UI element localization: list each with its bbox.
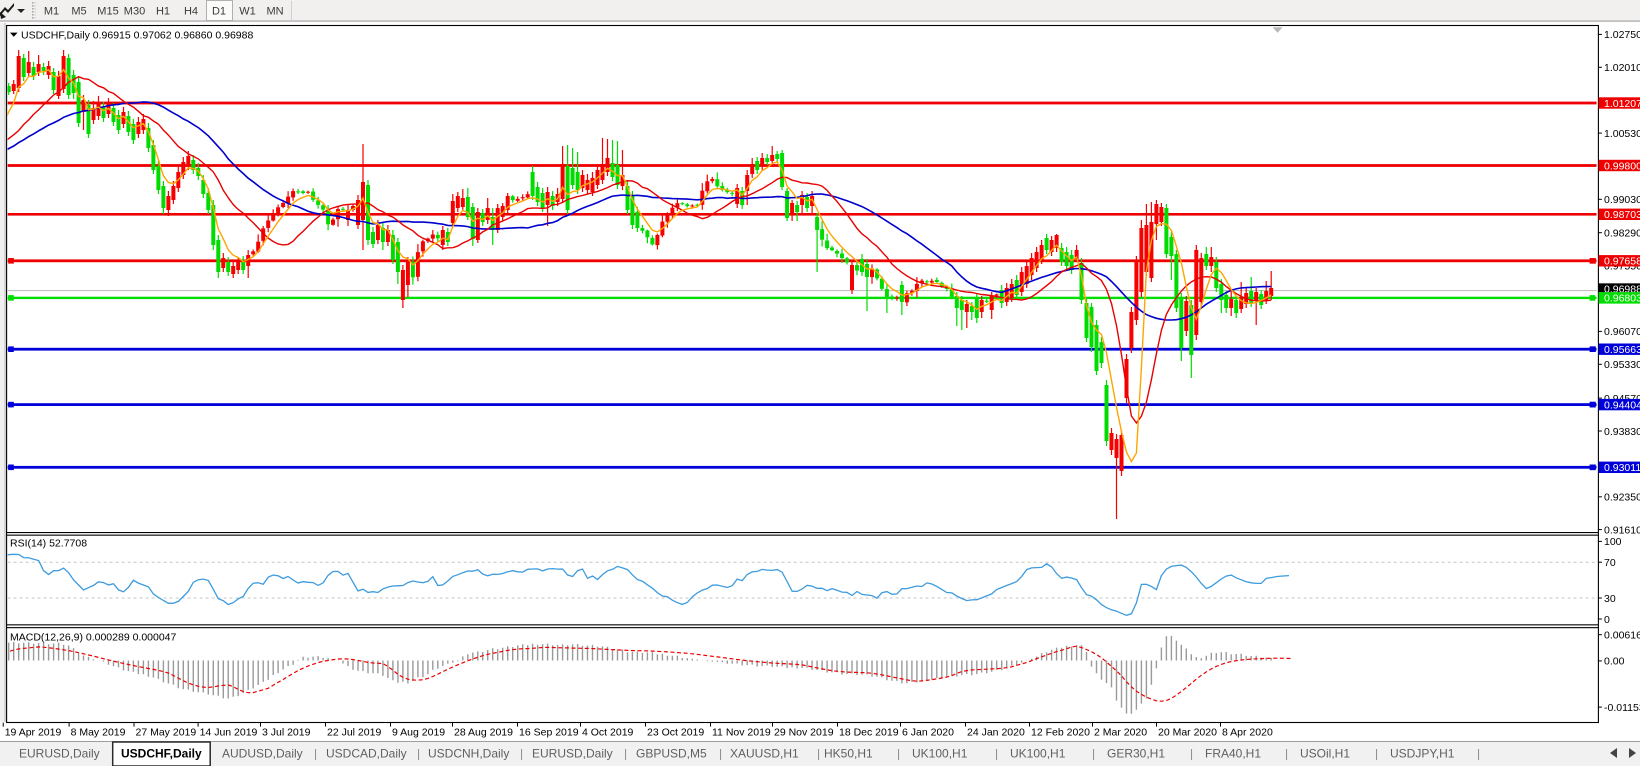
svg-text:|: | xyxy=(520,747,523,761)
svg-text:19 Apr 2019: 19 Apr 2019 xyxy=(5,727,62,739)
svg-text:0.98290: 0.98290 xyxy=(1604,228,1640,240)
svg-text:MN: MN xyxy=(266,6,283,18)
svg-text:GER30,H1: GER30,H1 xyxy=(1107,747,1165,761)
svg-text:28 Aug 2019: 28 Aug 2019 xyxy=(454,727,513,739)
svg-text:27 May 2019: 27 May 2019 xyxy=(136,727,197,739)
svg-text:23 Oct 2019: 23 Oct 2019 xyxy=(647,727,704,739)
svg-text:0: 0 xyxy=(1604,614,1610,626)
svg-text:|: | xyxy=(1092,747,1095,761)
svg-text:1.02750: 1.02750 xyxy=(1604,29,1640,41)
svg-text:0.006167: 0.006167 xyxy=(1604,630,1640,642)
svg-text:|: | xyxy=(1285,747,1288,761)
svg-text:GBPUSD,M5: GBPUSD,M5 xyxy=(636,747,707,761)
svg-text:11 Nov 2019: 11 Nov 2019 xyxy=(712,727,771,739)
svg-text:-0.011531: -0.011531 xyxy=(1604,702,1640,714)
svg-text:USOil,H1: USOil,H1 xyxy=(1300,747,1350,761)
svg-text:|: | xyxy=(417,747,420,761)
svg-text:M5: M5 xyxy=(71,6,86,18)
svg-text:0.95330: 0.95330 xyxy=(1604,359,1640,371)
svg-text:|: | xyxy=(1375,747,1378,761)
svg-text:14 Jun 2019: 14 Jun 2019 xyxy=(200,727,258,739)
svg-text:9 Aug 2019: 9 Aug 2019 xyxy=(392,727,445,739)
svg-text:M1: M1 xyxy=(44,6,59,18)
svg-text:|: | xyxy=(719,747,722,761)
svg-text:0.96803: 0.96803 xyxy=(1604,293,1640,305)
svg-text:24 Jan 2020: 24 Jan 2020 xyxy=(967,727,1025,739)
svg-text:M30: M30 xyxy=(124,6,145,18)
svg-text:0.00: 0.00 xyxy=(1604,656,1625,668)
svg-text:29 Nov 2019: 29 Nov 2019 xyxy=(774,727,834,739)
svg-text:0.96988: 0.96988 xyxy=(1604,284,1640,296)
svg-text:UK100,H1: UK100,H1 xyxy=(1010,747,1066,761)
svg-text:16 Sep 2019: 16 Sep 2019 xyxy=(519,727,579,739)
svg-text:XAUUSD,H1: XAUUSD,H1 xyxy=(730,747,799,761)
svg-text:0.91610: 0.91610 xyxy=(1604,524,1640,536)
svg-text:3 Jul 2019: 3 Jul 2019 xyxy=(262,727,311,739)
svg-text:8 May 2019: 8 May 2019 xyxy=(71,727,126,739)
svg-text:0.92350: 0.92350 xyxy=(1604,492,1640,504)
svg-text:6 Jan 2020: 6 Jan 2020 xyxy=(902,727,954,739)
svg-text:22 Jul 2019: 22 Jul 2019 xyxy=(327,727,381,739)
svg-text:0.93830: 0.93830 xyxy=(1604,426,1640,438)
svg-text:0.99800: 0.99800 xyxy=(1604,160,1640,172)
svg-text:1.00530: 1.00530 xyxy=(1604,128,1640,140)
svg-text:8 Apr 2020: 8 Apr 2020 xyxy=(1222,727,1273,739)
svg-text:|: | xyxy=(897,747,900,761)
svg-text:1.01207: 1.01207 xyxy=(1604,98,1640,110)
svg-text:0.96070: 0.96070 xyxy=(1604,326,1640,338)
svg-text:UK100,H1: UK100,H1 xyxy=(912,747,968,761)
svg-text:30: 30 xyxy=(1604,593,1616,605)
svg-text:100: 100 xyxy=(1604,536,1622,548)
svg-text:EURUSD,Daily: EURUSD,Daily xyxy=(532,747,613,761)
svg-text:1.02010: 1.02010 xyxy=(1604,62,1640,74)
svg-text:RSI(14) 52.7708: RSI(14) 52.7708 xyxy=(10,538,87,550)
svg-text:0.99030: 0.99030 xyxy=(1604,194,1640,206)
svg-text:D1: D1 xyxy=(212,6,226,18)
svg-text:20 Mar 2020: 20 Mar 2020 xyxy=(1158,727,1217,739)
svg-text:AUDUSD,Daily: AUDUSD,Daily xyxy=(222,747,303,761)
svg-text:0.95663: 0.95663 xyxy=(1604,344,1640,356)
svg-text:H1: H1 xyxy=(156,6,170,18)
svg-text:MACD(12,26,9) 0.000289 0.00004: MACD(12,26,9) 0.000289 0.000047 xyxy=(10,632,177,644)
svg-text:|: | xyxy=(314,747,317,761)
svg-text:|: | xyxy=(995,747,998,761)
svg-text:|: | xyxy=(624,747,627,761)
svg-text:0.93011: 0.93011 xyxy=(1604,462,1640,474)
svg-text:EURUSD,Daily: EURUSD,Daily xyxy=(19,747,100,761)
svg-text:|: | xyxy=(1190,747,1193,761)
svg-text:FRA40,H1: FRA40,H1 xyxy=(1205,747,1261,761)
svg-text:18 Dec 2019: 18 Dec 2019 xyxy=(839,727,899,739)
svg-text:M15: M15 xyxy=(97,6,118,18)
svg-text:70: 70 xyxy=(1604,557,1616,569)
svg-text:USDJPY,H1: USDJPY,H1 xyxy=(1390,747,1455,761)
svg-text:H4: H4 xyxy=(184,6,198,18)
svg-text:0.97658: 0.97658 xyxy=(1604,256,1640,268)
svg-text:W1: W1 xyxy=(239,6,256,18)
svg-text:0.98703: 0.98703 xyxy=(1604,209,1640,221)
svg-text:12 Feb 2020: 12 Feb 2020 xyxy=(1031,727,1090,739)
svg-text:|: | xyxy=(1477,747,1480,761)
svg-text:4 Oct 2019: 4 Oct 2019 xyxy=(582,727,634,739)
svg-text:USDCHF,Daily: USDCHF,Daily xyxy=(121,747,202,761)
svg-text:USDCNH,Daily: USDCNH,Daily xyxy=(428,747,509,761)
svg-text:|: | xyxy=(817,747,820,761)
svg-text:HK50,H1: HK50,H1 xyxy=(824,747,873,761)
svg-text:0.94404: 0.94404 xyxy=(1604,399,1640,411)
svg-text:2 Mar 2020: 2 Mar 2020 xyxy=(1094,727,1147,739)
svg-text:USDCAD,Daily: USDCAD,Daily xyxy=(326,747,407,761)
svg-text:USDCHF,Daily 0.96915 0.97062: USDCHF,Daily 0.96915 0.97062 0.96860 0.9… xyxy=(21,30,253,42)
